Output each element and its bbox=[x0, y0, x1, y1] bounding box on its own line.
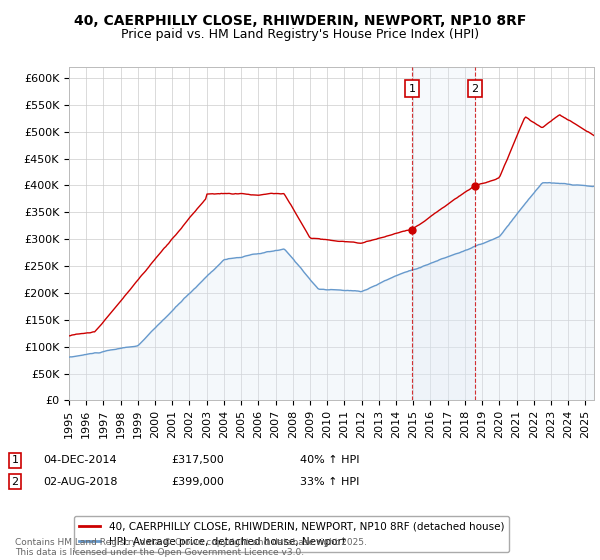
Text: Contains HM Land Registry data © Crown copyright and database right 2025.
This d: Contains HM Land Registry data © Crown c… bbox=[15, 538, 367, 557]
Text: 40, CAERPHILLY CLOSE, RHIWDERIN, NEWPORT, NP10 8RF: 40, CAERPHILLY CLOSE, RHIWDERIN, NEWPORT… bbox=[74, 14, 526, 28]
Text: 04-DEC-2014: 04-DEC-2014 bbox=[43, 455, 117, 465]
Text: 40% ↑ HPI: 40% ↑ HPI bbox=[300, 455, 359, 465]
Text: £399,000: £399,000 bbox=[171, 477, 224, 487]
Text: Price paid vs. HM Land Registry's House Price Index (HPI): Price paid vs. HM Land Registry's House … bbox=[121, 28, 479, 41]
Bar bbox=[412, 67, 475, 400]
Text: 2: 2 bbox=[11, 477, 19, 487]
Text: £317,500: £317,500 bbox=[171, 455, 224, 465]
Text: 02-AUG-2018: 02-AUG-2018 bbox=[43, 477, 118, 487]
Text: 1: 1 bbox=[11, 455, 19, 465]
Legend: 40, CAERPHILLY CLOSE, RHIWDERIN, NEWPORT, NP10 8RF (detached house), HPI: Averag: 40, CAERPHILLY CLOSE, RHIWDERIN, NEWPORT… bbox=[74, 516, 509, 552]
Text: 33% ↑ HPI: 33% ↑ HPI bbox=[300, 477, 359, 487]
Text: 1: 1 bbox=[409, 83, 415, 94]
Text: 2: 2 bbox=[472, 83, 478, 94]
